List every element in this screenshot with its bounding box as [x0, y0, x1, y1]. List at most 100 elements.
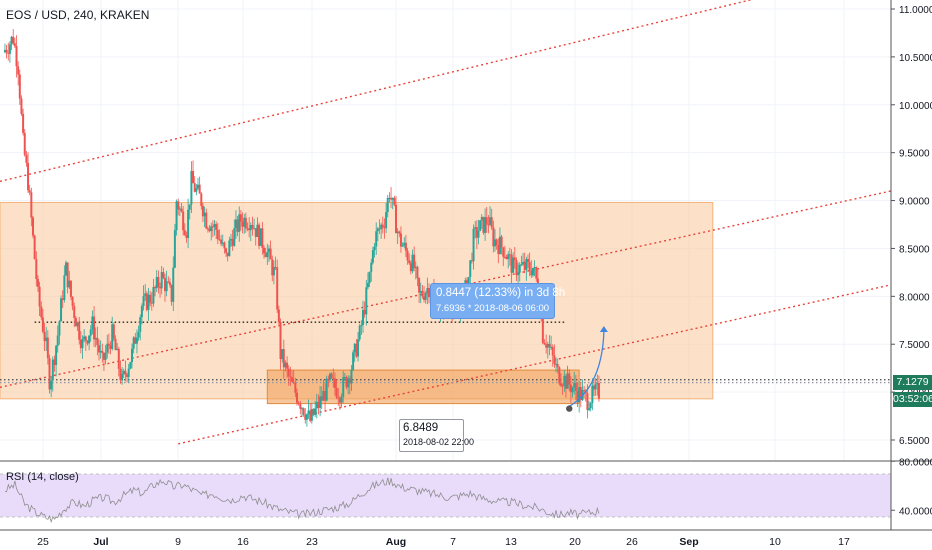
candle-body [65, 262, 67, 276]
candle-body [414, 266, 417, 269]
candle-body [390, 197, 393, 200]
candle-body [353, 343, 356, 353]
candle-body [517, 272, 520, 276]
candle-body [111, 324, 114, 349]
candle-body [484, 217, 487, 233]
candle-body [246, 228, 249, 230]
channel-line-1 [0, 0, 753, 183]
candle-body [243, 217, 246, 227]
time-tick-label: Jul [93, 536, 108, 548]
candle-body [27, 162, 30, 191]
low-point-value: 6.8489 [403, 422, 439, 434]
candle-body [576, 390, 579, 403]
candle-body [22, 113, 25, 133]
candle-body [13, 43, 16, 47]
candle-body [490, 217, 493, 228]
candle-body [201, 205, 204, 217]
candle-body [41, 317, 44, 332]
candle-body [180, 208, 183, 212]
candle-body [282, 349, 285, 368]
candle-body [383, 227, 386, 229]
candle-body [404, 242, 407, 251]
candle-body [84, 336, 87, 341]
candle-body [258, 224, 261, 246]
candle-body [98, 345, 100, 353]
candle-body [322, 390, 325, 401]
time-tick-label: Aug [386, 536, 406, 548]
candle-body [86, 340, 89, 344]
candle-body [107, 343, 110, 346]
candle-body [241, 221, 244, 227]
candle-body [555, 363, 558, 365]
candle-body [66, 262, 69, 288]
rsi-title: RSI (14, close) [6, 471, 79, 483]
candle-body [188, 204, 191, 210]
candle-body [569, 384, 572, 393]
rsi-band [0, 474, 891, 517]
candle-body [149, 294, 152, 303]
channel-line-3 [178, 284, 892, 445]
candle-body [205, 212, 208, 229]
candle-body [259, 228, 262, 246]
time-tick-label: 17 [838, 536, 850, 548]
low-point-marker [566, 405, 573, 412]
candle-body [274, 266, 277, 268]
candle-body [342, 377, 345, 397]
candle-body [421, 290, 424, 297]
candle-body [119, 368, 122, 381]
candle-body [530, 270, 533, 276]
candle-body [568, 373, 571, 385]
candle-body [279, 322, 282, 360]
candle-body [330, 373, 333, 378]
candle-body [338, 398, 341, 403]
candle-body [211, 226, 214, 228]
last-price-tag: 7.1279 [893, 375, 932, 390]
candle-body [373, 246, 376, 251]
candle-body [269, 248, 272, 260]
time-tick-label: Sep [679, 536, 698, 548]
candle-body [533, 267, 536, 269]
rsi-tick-label: 40.0000 [899, 506, 932, 517]
candle-body [380, 224, 383, 230]
candle-body [109, 345, 112, 349]
range-rectangle [0, 201, 714, 400]
candle-body [267, 248, 270, 252]
candle-body [561, 385, 564, 387]
candle-body [319, 396, 322, 408]
candle-body [60, 298, 63, 322]
candle-body [495, 239, 498, 245]
candle-body [91, 316, 94, 330]
candle-body [399, 233, 402, 247]
candle-body [230, 238, 232, 241]
candle-body [477, 230, 480, 238]
candle-body [409, 263, 412, 272]
candle-body [428, 288, 430, 298]
candle-body [263, 247, 265, 254]
candle-body [99, 350, 102, 353]
candle-body [40, 306, 43, 318]
candle-body [310, 409, 313, 421]
candle-body [271, 259, 274, 276]
candle-body [312, 409, 315, 415]
candle-body [23, 132, 26, 155]
candle-body [403, 242, 406, 246]
candle-body [198, 184, 201, 194]
candle-body [35, 259, 38, 280]
candle-body [228, 240, 231, 257]
candle-body [510, 254, 513, 273]
candle-body [20, 98, 23, 114]
candle-body [276, 267, 279, 310]
candle-body [525, 259, 528, 271]
candle-body [33, 235, 36, 260]
candle-body [479, 220, 482, 231]
measure-tooltip[interactable]: 0.8447 (12.33%) in 3d 8h 7.6936 * 2018-0… [430, 283, 565, 319]
time-tick-label: 7 [450, 536, 456, 548]
candle-body [38, 286, 41, 307]
candle-body [335, 387, 338, 398]
candle-body [593, 385, 595, 390]
candle-body [376, 228, 379, 232]
candle-body [215, 224, 218, 231]
candle-body [560, 383, 562, 386]
